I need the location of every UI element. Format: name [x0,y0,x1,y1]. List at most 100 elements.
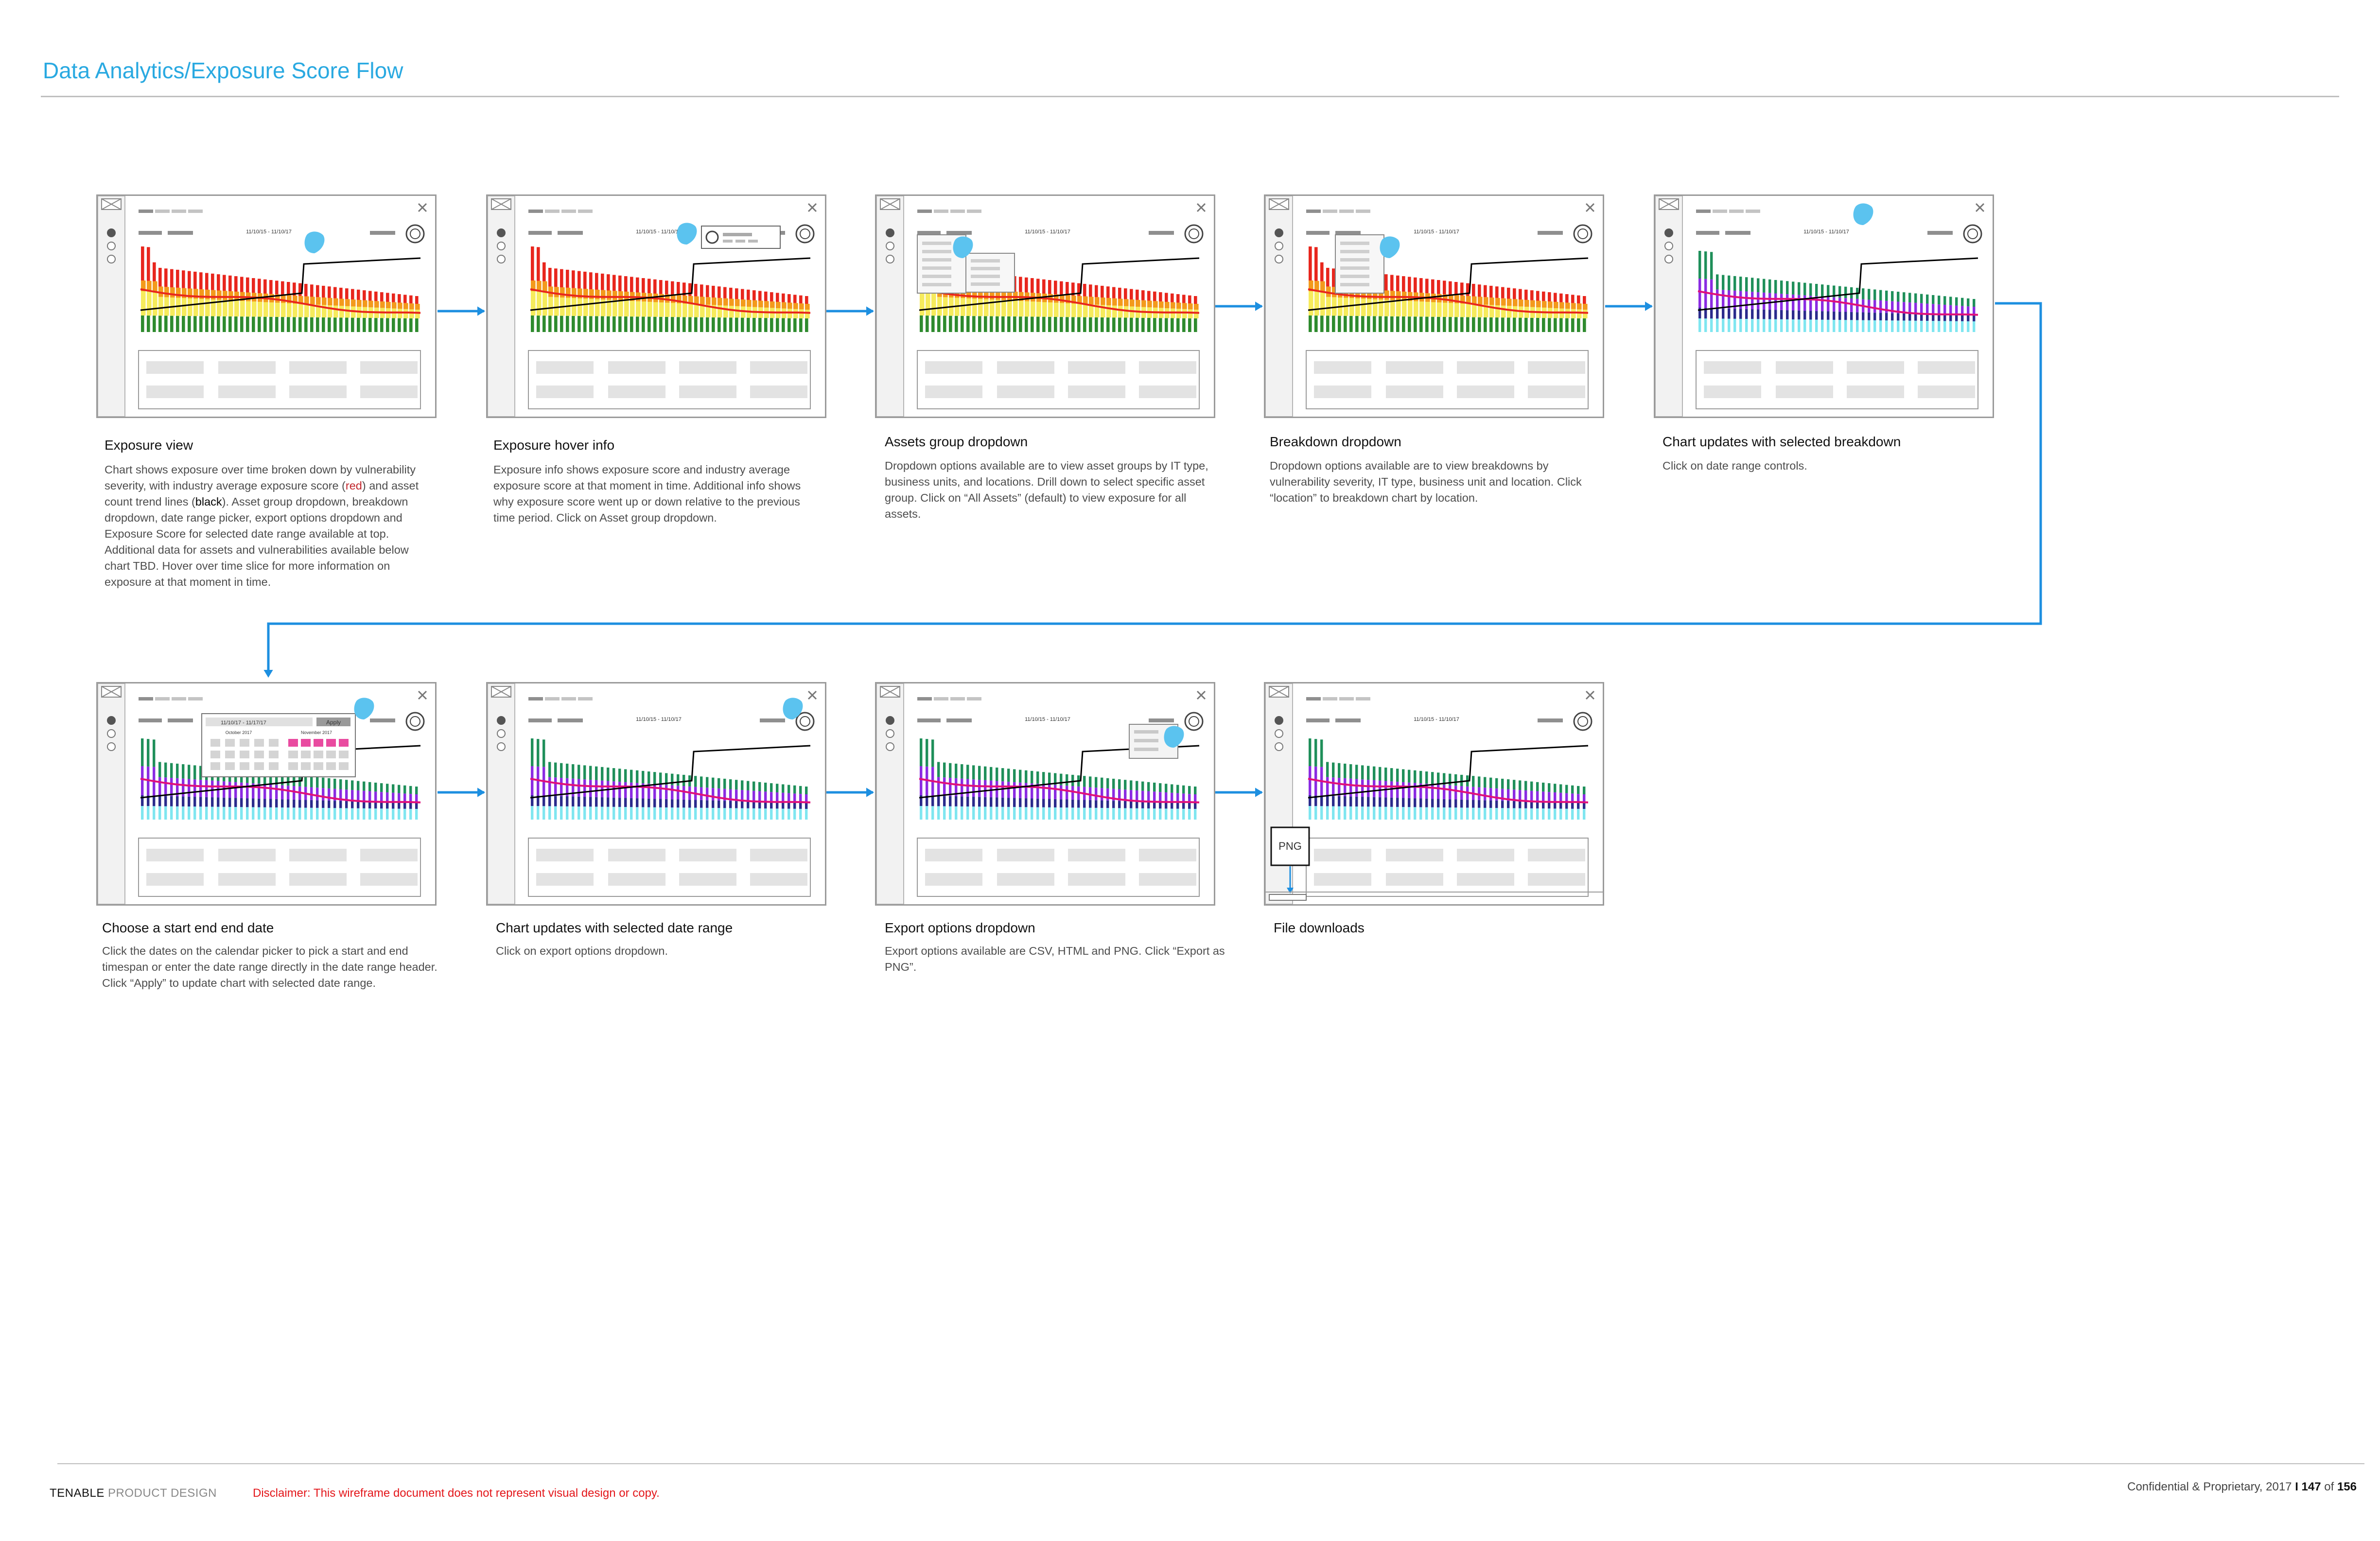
bar-purple [1768,293,1771,310]
bar-orange [1054,294,1059,303]
bar-green [1001,768,1004,782]
bar-cyan [234,807,237,820]
nav-icon [1664,242,1673,250]
bar-yellow [141,291,146,315]
bar-navy [1019,798,1022,807]
bar-orange [415,304,420,310]
bar-navy [1460,799,1463,808]
footer-page-info: Confidential & Proprietary, 2017 I 147 o… [2127,1480,2357,1493]
bar-purple [1048,784,1051,799]
bar-red [1501,287,1505,298]
bar-green [1559,318,1563,332]
bar-red [147,247,150,281]
bar-cyan [671,807,674,820]
bar-cyan [589,806,592,820]
bar-navy [263,799,266,807]
bar-purple [176,778,179,797]
bar-yellow [1071,303,1076,317]
bar-green [287,317,290,332]
bar-navy [747,801,750,808]
bar-orange [723,298,728,306]
bar-purple [409,794,412,803]
bar-navy [1856,312,1859,320]
bar-purple [1833,297,1836,312]
bar-purple [1879,300,1882,313]
bar-orange [1314,280,1319,292]
bar-red [542,262,546,281]
bar-purple [1379,780,1382,798]
bar-navy [1036,798,1039,807]
bar-red [153,262,156,281]
bar-green [612,316,616,332]
breadcrumb-bar [528,697,543,700]
bar-orange [188,288,192,298]
bar-red [612,275,616,291]
bar-green [1431,772,1434,784]
bar-green [1751,278,1754,292]
export-option [1134,730,1158,734]
bar-cyan [984,806,987,820]
breadcrumb-bar [139,697,153,700]
bar-green [1095,317,1098,332]
bar-red [293,282,296,296]
bar-green [1165,784,1168,792]
bar-red [351,289,354,300]
bar-green [368,317,372,332]
bar-green [1106,778,1109,788]
table-cell [1068,385,1125,398]
bar-navy [943,796,946,806]
table-cell [997,361,1054,374]
bar-red [1019,277,1022,292]
bar-green [1112,778,1115,789]
bar-red [1159,292,1162,302]
bar-purple [1171,792,1173,803]
bar-yellow [589,298,594,316]
bar-cyan [1466,807,1469,820]
bar-green [1025,770,1028,783]
bar-red [258,279,261,294]
bar-cyan [1949,321,1952,332]
bar-navy [1943,315,1946,321]
bar-green [1367,766,1370,780]
bar-orange [368,300,373,308]
calendar-day [301,751,311,758]
bar-yellow [287,303,292,317]
table-cell [1704,385,1761,398]
bar-red [403,295,407,303]
bar-navy [1136,801,1138,808]
step-1-title: Exposure view [105,438,193,453]
bar-orange [275,294,280,303]
dropdown-option [1340,266,1369,270]
table-cell [1528,385,1585,398]
bar-yellow [996,299,1000,316]
bar-yellow [1367,298,1372,316]
bar-cyan [1112,808,1115,820]
bar-purple [955,778,958,797]
bar-navy [648,798,650,807]
calendar-range-text: 11/10/17 - 11/17/17 [221,720,266,726]
bar-green [1577,786,1580,794]
bar-yellow [1349,298,1354,316]
bar-cyan [1402,807,1405,820]
bar-yellow [147,291,152,316]
bar-yellow [322,305,327,317]
bar-yellow [1419,301,1424,317]
bar-green [1332,315,1335,332]
click-hotspot [1380,236,1400,258]
bar-orange [1171,302,1175,309]
bar-purple [799,794,802,803]
export-dropdown [1538,718,1563,722]
bar-purple [636,783,639,799]
bar-purple [1419,783,1422,799]
bar-purple [566,778,569,797]
bar-purple [1548,792,1551,802]
bar-purple [1349,778,1352,797]
bar-cyan [1054,807,1057,820]
bar-purple [1036,784,1039,799]
bar-purple [1973,307,1976,315]
bar-green [1007,769,1010,782]
bar-cyan [688,807,691,820]
bar-orange [607,290,612,300]
bar-green [1973,299,1976,307]
bar-red [205,273,209,290]
